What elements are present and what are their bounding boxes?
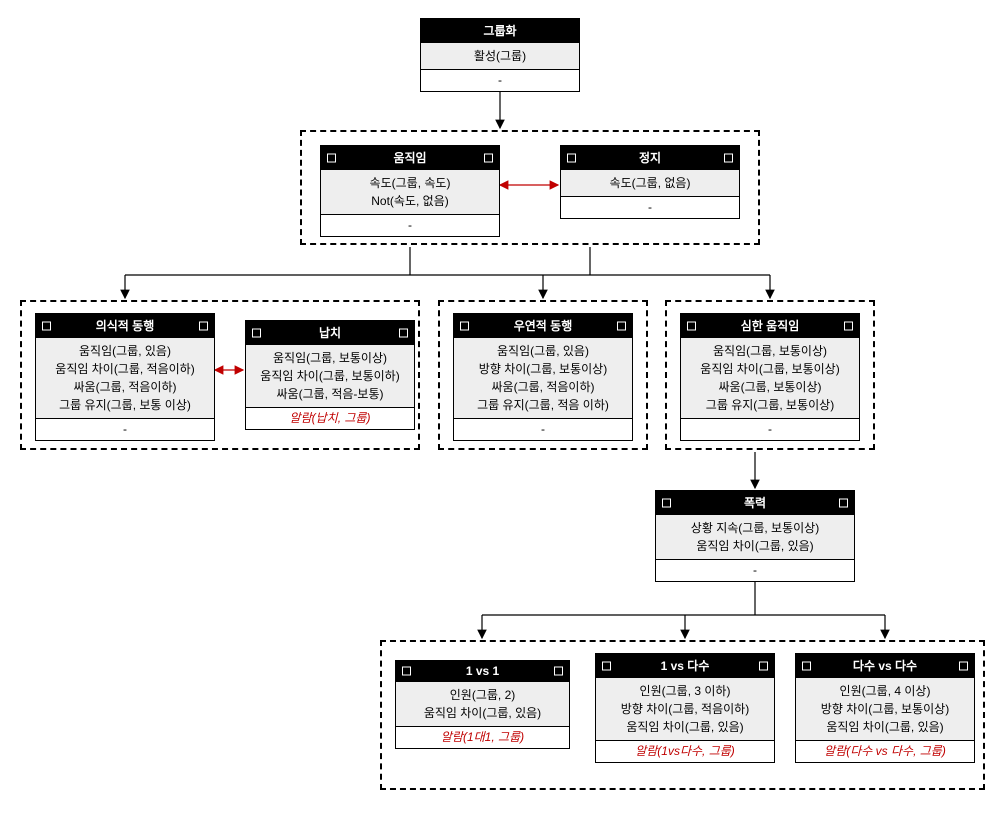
node-accidental-b4: 그룹 유지(그룹, 적음 이하) [460, 396, 626, 414]
node-intentional-b1: 움직임(그룹, 있음) [42, 342, 208, 360]
node-root-foot: - [421, 69, 579, 91]
node-stop-body: 속도(그룹, 없음) [561, 169, 739, 196]
node-movement: 움직임 속도(그룹, 속도) Not(속도, 없음) - [320, 145, 500, 237]
node-root-title: 그룹화 [421, 19, 579, 42]
node-kidnap: 납치 움직임(그룹, 보통이상) 움직임 차이(그룹, 보통이하) 싸움(그룹,… [245, 320, 415, 430]
node-1vN: 1 vs 다수 인원(그룹, 3 이하) 방향 차이(그룹, 적음이하) 움직임… [595, 653, 775, 763]
node-NvN-b2: 방향 차이(그룹, 보통이상) [802, 700, 968, 718]
node-violence-b1: 상황 지속(그룹, 보통이상) [662, 519, 848, 537]
node-intentional: 의식적 동행 움직임(그룹, 있음) 움직임 차이(그룹, 적음이하) 싸움(그… [35, 313, 215, 441]
node-stop: 정지 속도(그룹, 없음) - [560, 145, 740, 219]
node-root-body: 활성(그룹) [421, 42, 579, 69]
node-1vN-title: 1 vs 다수 [661, 659, 710, 673]
node-kidnap-foot: 알람(납치, 그룹) [246, 407, 414, 429]
node-stop-title: 정지 [639, 151, 661, 165]
node-root: 그룹화 활성(그룹) - [420, 18, 580, 92]
node-severe-b2: 움직임 차이(그룹, 보통이상) [687, 360, 853, 378]
node-1v1-foot: 알람(1대1, 그룹) [396, 726, 569, 748]
node-NvN: 다수 vs 다수 인원(그룹, 4 이상) 방향 차이(그룹, 보통이상) 움직… [795, 653, 975, 763]
node-violence: 폭력 상황 지속(그룹, 보통이상) 움직임 차이(그룹, 있음) - [655, 490, 855, 582]
node-accidental-b3: 싸움(그룹, 적음이하) [460, 378, 626, 396]
node-severe-b4: 그룹 유지(그룹, 보통이상) [687, 396, 853, 414]
node-intentional-title: 의식적 동행 [96, 319, 155, 333]
node-accidental-foot: - [454, 418, 632, 440]
node-kidnap-title: 납치 [319, 326, 341, 340]
node-violence-b2: 움직임 차이(그룹, 있음) [662, 537, 848, 555]
node-1v1: 1 vs 1 인원(그룹, 2) 움직임 차이(그룹, 있음) 알람(1대1, … [395, 660, 570, 749]
node-severe-title: 심한 움직임 [741, 319, 800, 333]
diagram-canvas: 그룹화 활성(그룹) - 움직임 속도(그룹, 속도) Not(속도, 없음) … [0, 0, 1002, 817]
node-1vN-b3: 움직임 차이(그룹, 있음) [602, 718, 768, 736]
node-intentional-b3: 싸움(그룹, 적음이하) [42, 378, 208, 396]
node-NvN-foot: 알람(다수 vs 다수, 그룹) [796, 740, 974, 762]
node-severe-b1: 움직임(그룹, 보통이상) [687, 342, 853, 360]
node-NvN-title: 다수 vs 다수 [853, 659, 917, 673]
node-NvN-b3: 움직임 차이(그룹, 있음) [802, 718, 968, 736]
node-kidnap-b2: 움직임 차이(그룹, 보통이하) [252, 367, 408, 385]
node-movement-b1: 속도(그룹, 속도) [327, 174, 493, 192]
node-accidental-b2: 방향 차이(그룹, 보통이상) [460, 360, 626, 378]
node-1vN-foot: 알람(1vs다수, 그룹) [596, 740, 774, 762]
node-1vN-b1: 인원(그룹, 3 이하) [602, 682, 768, 700]
node-intentional-b2: 움직임 차이(그룹, 적음이하) [42, 360, 208, 378]
node-NvN-b1: 인원(그룹, 4 이상) [802, 682, 968, 700]
node-1vN-b2: 방향 차이(그룹, 적음이하) [602, 700, 768, 718]
node-intentional-b4: 그룹 유지(그룹, 보통 이상) [42, 396, 208, 414]
node-movement-title: 움직임 [393, 151, 426, 165]
node-severe-b3: 싸움(그룹, 보통이상) [687, 378, 853, 396]
node-violence-foot: - [656, 559, 854, 581]
node-movement-b2: Not(속도, 없음) [327, 192, 493, 210]
node-movement-foot: - [321, 214, 499, 236]
node-accidental-b1: 움직임(그룹, 있음) [460, 342, 626, 360]
node-kidnap-b1: 움직임(그룹, 보통이상) [252, 349, 408, 367]
node-accidental-title: 우연적 동행 [514, 319, 573, 333]
node-violence-title: 폭력 [744, 496, 766, 510]
node-1v1-b2: 움직임 차이(그룹, 있음) [402, 704, 563, 722]
node-stop-foot: - [561, 196, 739, 218]
node-1v1-b1: 인원(그룹, 2) [402, 686, 563, 704]
node-1v1-title: 1 vs 1 [466, 664, 499, 678]
node-intentional-foot: - [36, 418, 214, 440]
node-severe: 심한 움직임 움직임(그룹, 보통이상) 움직임 차이(그룹, 보통이상) 싸움… [680, 313, 860, 441]
node-accidental: 우연적 동행 움직임(그룹, 있음) 방향 차이(그룹, 보통이상) 싸움(그룹… [453, 313, 633, 441]
node-kidnap-b3: 싸움(그룹, 적음-보통) [252, 385, 408, 403]
node-severe-foot: - [681, 418, 859, 440]
